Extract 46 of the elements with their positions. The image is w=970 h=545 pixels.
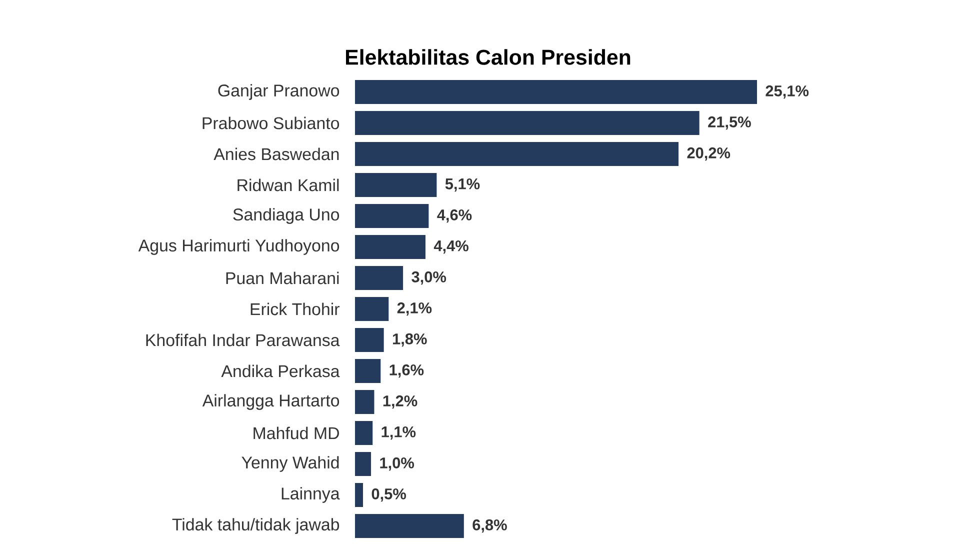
chart-title: Elektabilitas Calon Presiden [346,49,630,65]
y-tick-label: Prabowo Subianto [202,116,340,130]
y-tick-label: Tidak tahu/tidak jawab [172,518,340,534]
data-label: 21,5% [708,116,751,130]
data-label: 1,6% [390,364,424,378]
data-label: 1,8% [393,333,427,347]
bar [355,452,372,476]
bar [355,514,464,538]
bar [355,297,389,322]
y-tick-label: Ridwan Kamil [238,178,339,192]
data-label: 6,8% [472,519,507,533]
bar [355,266,404,290]
data-label: 2,1% [397,302,432,316]
data-label: 1,2% [383,395,418,409]
y-tick-label: Yenny Wahid [242,456,339,472]
bar [355,483,364,508]
data-label: 20,2% [687,147,730,161]
y-tick-label: Andika Perkasa [221,364,340,378]
bar [355,173,437,197]
y-tick-label: Ganjar Pranowo [218,84,340,100]
bar [355,204,429,228]
y-tick-label: Lainnya [282,487,340,503]
y-tick-label: Airlangga Hartarto [202,394,340,410]
data-label: 3,0% [412,271,446,285]
y-tick-label: Erick Thohir [250,302,340,316]
bar [355,111,700,135]
bar [355,80,758,104]
y-tick-label: Sandiaga Uno [233,208,340,224]
bar [355,328,384,352]
y-tick-label: Khofifah Indar Parawansa [146,334,340,346]
data-label: 5,1% [445,178,480,192]
bar [355,390,374,414]
bar [355,421,373,446]
bar [355,359,381,384]
data-label: 4,4% [434,240,468,254]
data-label: 1,1% [382,426,416,440]
y-tick-label: Agus Harimurti Yudhoyono [138,239,340,255]
data-label: 4,6% [437,209,472,223]
data-label: 25,1% [766,85,809,99]
y-tick-label: Anies Baswedan [214,148,339,160]
y-tick-label: Mahfud MD [254,426,339,440]
bar [355,235,426,260]
data-label: 1,0% [380,457,414,471]
y-tick-label: Puan Maharani [226,272,339,284]
data-label: 0,5% [372,488,406,502]
bar [355,142,679,166]
